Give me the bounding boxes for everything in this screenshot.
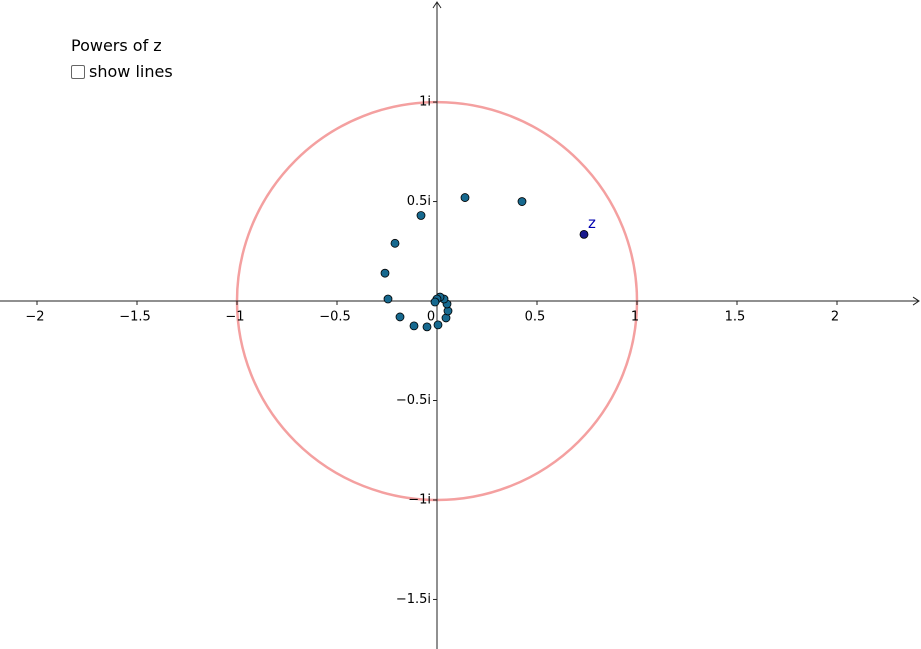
y-tick-label: 0.5i <box>407 194 431 209</box>
point <box>416 211 426 220</box>
point <box>390 238 400 248</box>
point <box>430 297 440 307</box>
x-tick-label: 1 <box>631 310 639 325</box>
y-tick-label: 1i <box>419 95 431 110</box>
x-tick-label: 2 <box>831 310 839 325</box>
x-tick-label: −1.5 <box>119 310 151 325</box>
x-tick-label: −2 <box>25 310 44 325</box>
y-tick-label: −1i <box>408 492 431 507</box>
y-tick-label: −1.5i <box>396 592 431 607</box>
checkbox-label: show lines <box>89 62 173 81</box>
point-label: z <box>588 214 596 232</box>
point <box>383 294 393 304</box>
show-lines-checkbox[interactable]: show lines <box>71 62 173 81</box>
point <box>460 193 470 202</box>
point <box>409 321 419 331</box>
y-axis-arrow <box>432 1 442 9</box>
x-axis-arrow <box>912 296 920 306</box>
point <box>579 229 589 239</box>
point <box>422 322 432 332</box>
checkbox-box[interactable] <box>71 64 85 79</box>
x-tick-label: −1 <box>225 310 244 325</box>
point <box>433 320 443 330</box>
y-tick-label: −0.5i <box>396 393 431 408</box>
x-tick-label: −0.5 <box>319 310 351 325</box>
point <box>380 268 390 278</box>
x-tick-label: 0 <box>427 310 435 325</box>
point <box>395 312 405 322</box>
x-tick-label: 0.5 <box>525 310 546 325</box>
title-text: Powers of z <box>71 36 162 55</box>
point <box>517 197 527 206</box>
x-tick-label: 1.5 <box>725 310 746 325</box>
